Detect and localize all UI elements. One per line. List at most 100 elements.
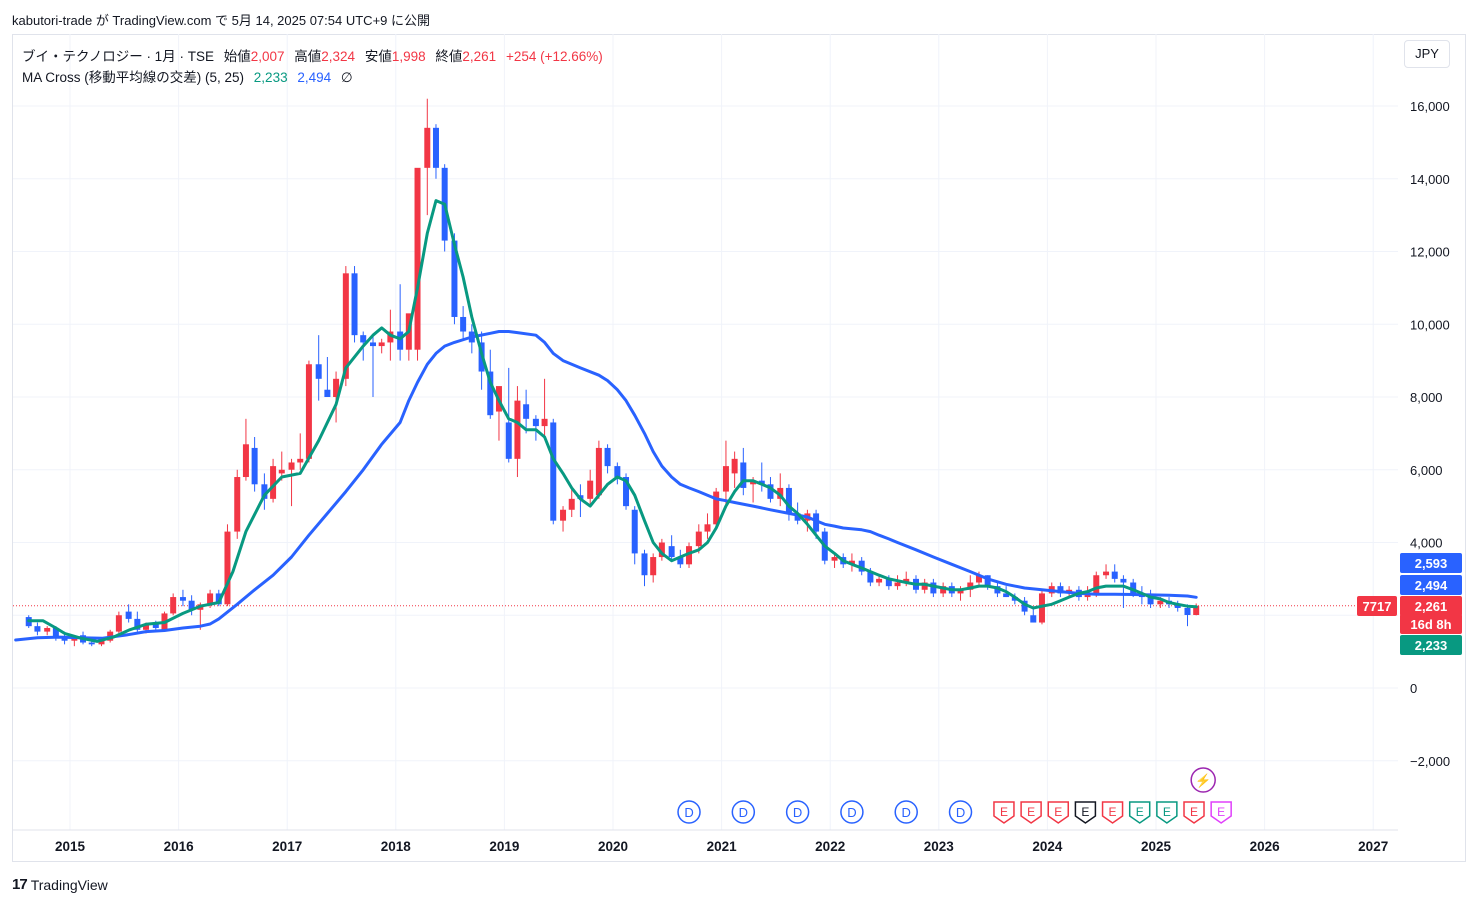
dividend-event-label: D xyxy=(902,805,911,820)
flash-event-icon: ⚡ xyxy=(1195,773,1211,789)
price-axis-label-bg xyxy=(1400,575,1462,595)
indicator-legend[interactable]: MA Cross (移動平均線の交差) (5, 25) 2,233 2,494 … xyxy=(22,66,353,86)
y-tick-label: 8,000 xyxy=(1410,390,1443,405)
candle-body xyxy=(794,513,801,521)
candle-body xyxy=(34,626,41,632)
candle-body xyxy=(224,531,231,605)
earnings-event-marker xyxy=(1183,801,1205,824)
price-axis-label-bg xyxy=(1400,635,1462,655)
candle-body xyxy=(397,331,404,350)
candle-body xyxy=(650,557,657,576)
flash-event-marker xyxy=(1190,767,1216,793)
candle-body xyxy=(1038,593,1045,623)
close-value: 2,261 xyxy=(462,49,497,64)
price-axis-label: 2,494 xyxy=(1415,578,1448,593)
x-tick-label: 2023 xyxy=(924,839,955,854)
candle-body xyxy=(658,542,665,558)
currency-button[interactable]: JPY xyxy=(1404,40,1450,68)
low-label: 安値 xyxy=(364,49,392,64)
x-tick-label: 2018 xyxy=(381,839,412,854)
open-value: 2,007 xyxy=(250,49,285,64)
candle-body xyxy=(740,462,747,488)
ma-slow-value: 2,494 xyxy=(297,70,332,85)
candle-body xyxy=(957,589,964,594)
candle-body xyxy=(848,560,855,565)
visibility-icon[interactable]: ∅ xyxy=(340,70,353,85)
candle-body xyxy=(505,422,512,459)
x-tick-label: 2024 xyxy=(1032,839,1063,854)
earnings-event-marker xyxy=(1210,801,1232,824)
ticker-badge-bg xyxy=(1357,596,1397,616)
candle-body xyxy=(1184,607,1191,615)
dividend-event-label: D xyxy=(684,805,693,820)
candle-body xyxy=(297,458,304,463)
candle-body xyxy=(623,477,630,507)
candle-body xyxy=(125,611,132,619)
candle-body xyxy=(695,531,702,547)
x-tick-label: 2026 xyxy=(1250,839,1281,854)
published-by-line: kabutori-trade が TradingView.com で 5月 14… xyxy=(12,13,430,28)
candle-body xyxy=(179,597,186,601)
candle-body xyxy=(595,447,602,496)
candle-body xyxy=(722,466,729,492)
candle-body xyxy=(278,469,285,474)
close-label: 終値 xyxy=(435,49,463,64)
candle-body xyxy=(288,462,295,470)
earnings-event-marker xyxy=(1020,801,1042,824)
candle-body xyxy=(134,618,141,630)
y-tick-label: 0 xyxy=(1410,681,1417,696)
ma5-line xyxy=(27,199,1198,643)
earnings-event-label: E xyxy=(1081,805,1089,819)
high-value: 2,324 xyxy=(321,49,356,64)
candle-body xyxy=(930,582,937,594)
candle-body xyxy=(967,582,974,590)
price-axis-label-bg xyxy=(1400,553,1462,573)
candle-body xyxy=(1120,578,1127,583)
candle-body xyxy=(587,480,594,499)
price-axis-label: 2,233 xyxy=(1415,638,1448,653)
y-tick-label: 14,000 xyxy=(1410,172,1450,187)
earnings-event-label: E xyxy=(1027,805,1035,819)
candle-body xyxy=(604,447,611,467)
price-axis-label: 16d 8h xyxy=(1410,617,1451,632)
dividend-event-label: D xyxy=(739,805,748,820)
ohlc-legend: ブイ・テクノロジー · 1月 · TSE 始値2,007 高値2,324 安値1… xyxy=(22,45,603,65)
dividend-event-marker xyxy=(677,800,701,824)
dividend-event-label: D xyxy=(847,805,856,820)
candle-body xyxy=(451,240,458,317)
price-axis-label: 2,261 xyxy=(1415,599,1448,614)
brand-name: TradingView xyxy=(30,876,108,893)
plot-series xyxy=(14,98,1200,647)
open-label: 始値 xyxy=(223,49,251,64)
candle-body xyxy=(1093,575,1100,594)
candle-body xyxy=(342,273,349,379)
x-tick-label: 2019 xyxy=(489,839,519,854)
candle-body xyxy=(251,447,258,485)
x-tick-label: 2022 xyxy=(815,839,845,854)
candle-body xyxy=(858,560,865,572)
candle-body xyxy=(731,458,738,474)
candle-body xyxy=(44,627,51,632)
candle-body xyxy=(351,273,358,336)
candle-body xyxy=(1174,604,1181,608)
earnings-event-marker xyxy=(1101,801,1124,824)
candle-body xyxy=(785,487,792,514)
candle-body xyxy=(921,582,928,590)
y-tick-label: 16,000 xyxy=(1410,99,1450,114)
y-tick-label: 4,000 xyxy=(1410,536,1443,551)
high-label: 高値 xyxy=(294,49,322,64)
candle-body xyxy=(61,637,68,641)
earnings-event-label: E xyxy=(1109,805,1117,819)
candle-body xyxy=(614,466,621,478)
earnings-event-label: E xyxy=(1190,805,1198,819)
earnings-event-label: E xyxy=(1136,805,1144,819)
candle-body xyxy=(758,480,765,485)
candle-body xyxy=(270,466,277,499)
candle-body xyxy=(152,624,159,628)
candle-body xyxy=(52,627,59,638)
dividend-event-label: D xyxy=(956,805,965,820)
x-tick-label: 2017 xyxy=(272,839,302,854)
candle-body xyxy=(994,586,1001,594)
candle-body xyxy=(88,642,95,645)
